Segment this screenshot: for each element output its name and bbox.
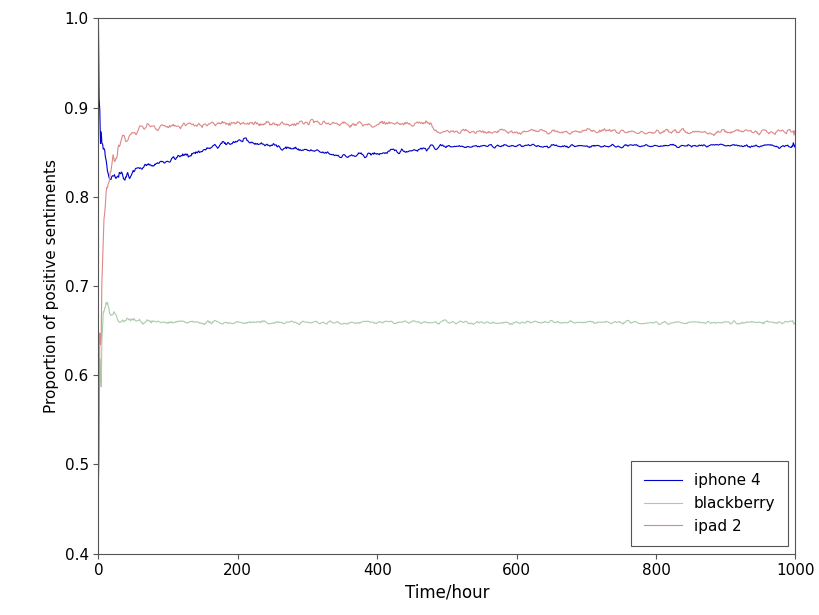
ipad 2 [136, 122, 146, 130]
iphone 4 [93, 15, 103, 22]
iphone 4 [137, 165, 147, 173]
blackberry [756, 320, 766, 327]
Y-axis label: Proportion of positive sentiments: Proportion of positive sentiments [44, 159, 59, 413]
X-axis label: Time/hour: Time/hour [404, 584, 489, 602]
Legend: iphone 4, blackberry, ipad 2: iphone 4, blackberry, ipad 2 [631, 461, 787, 546]
ipad 2 [307, 116, 317, 123]
blackberry [93, 478, 103, 486]
Line: iphone 4: iphone 4 [98, 18, 794, 180]
Line: blackberry: blackberry [98, 303, 794, 482]
ipad 2 [709, 130, 719, 138]
iphone 4 [662, 142, 672, 149]
blackberry [790, 320, 799, 328]
iphone 4 [120, 177, 129, 184]
ipad 2 [756, 127, 766, 134]
Line: ipad 2: ipad 2 [98, 119, 794, 482]
ipad 2 [636, 128, 646, 135]
ipad 2 [790, 129, 799, 136]
blackberry [709, 320, 719, 327]
blackberry [235, 319, 245, 326]
ipad 2 [235, 120, 245, 127]
ipad 2 [662, 126, 672, 133]
ipad 2 [93, 478, 103, 486]
iphone 4 [235, 137, 245, 145]
iphone 4 [756, 142, 766, 149]
blackberry [636, 320, 646, 327]
iphone 4 [790, 141, 799, 149]
blackberry [102, 299, 112, 306]
iphone 4 [636, 143, 646, 150]
iphone 4 [709, 141, 719, 148]
blackberry [662, 320, 672, 328]
blackberry [137, 319, 147, 327]
